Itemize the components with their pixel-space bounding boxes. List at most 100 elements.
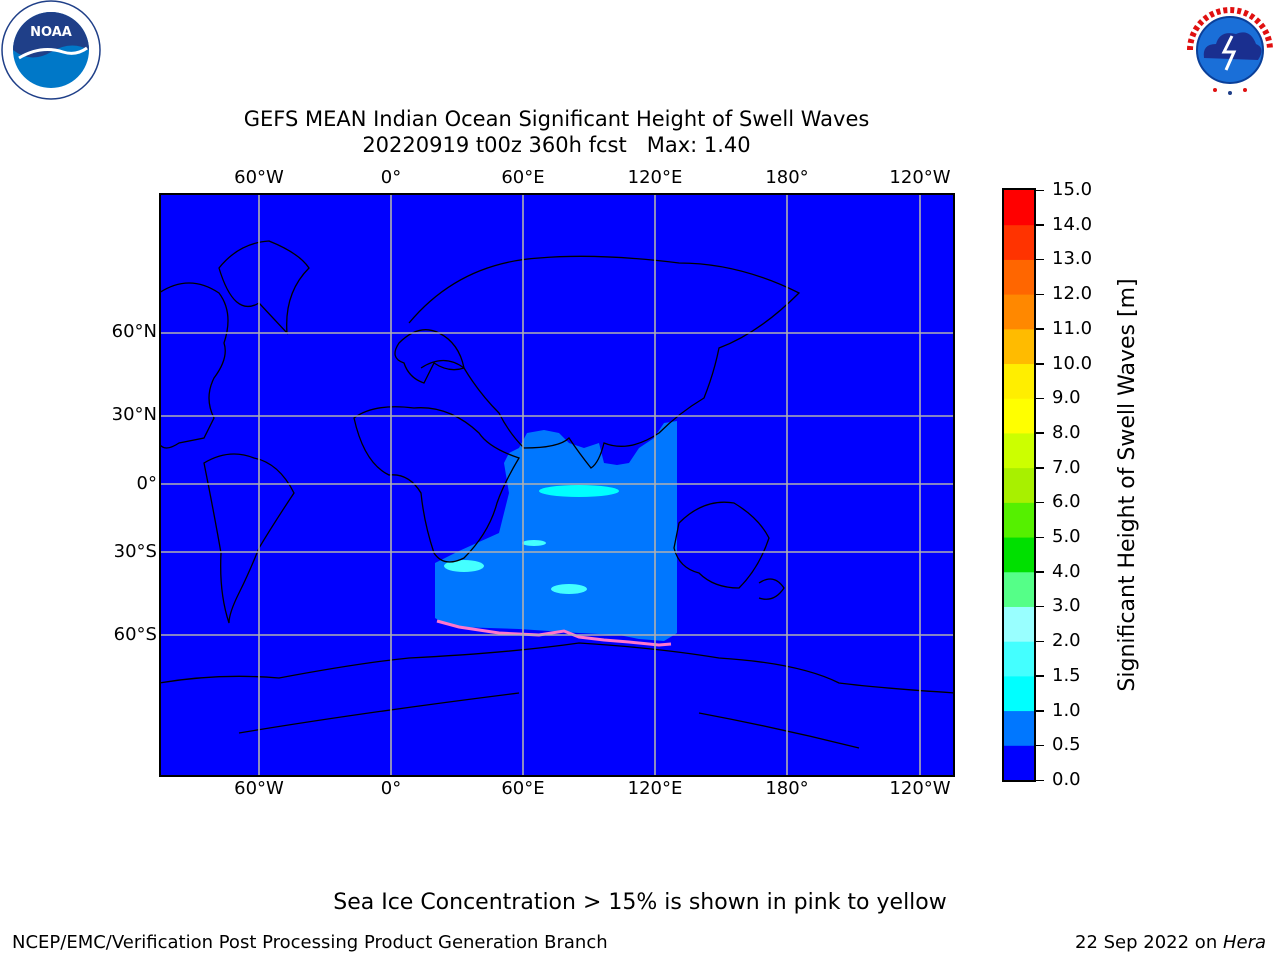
colorbar-tick-label: 5.0 [1052, 526, 1081, 548]
footer-right: 22 Sep 2022 on Hera [1075, 932, 1266, 953]
colorbar-tick-label: 0.0 [1052, 769, 1081, 790]
colorbar-tick-mark [1036, 744, 1044, 747]
lon-tick-top-60e: 60°E [501, 167, 545, 188]
lat-tick-0: 0° [136, 473, 157, 494]
lon-tick-top-120w: 120°W [889, 167, 951, 188]
colorbar-tick-label: 10.0 [1052, 352, 1093, 374]
lon-tick-bottom-60e: 60°E [501, 778, 545, 799]
europe-coast [394, 329, 465, 384]
colorbar-segment [1004, 571, 1034, 607]
lat-tick-30s: 30°S [113, 541, 157, 562]
colorbar-tick-mark [1036, 536, 1044, 539]
colorbar [1002, 188, 1036, 782]
lon-tick-bottom-120e: 120°E [627, 778, 683, 799]
map-plot [159, 193, 955, 777]
lon-tick-bottom-0: 0° [380, 778, 402, 799]
noaa-logo-text: NOAA [30, 25, 72, 40]
eurasia-coast [408, 255, 801, 469]
colorbar-segment [1004, 190, 1034, 226]
swell-patch-southwest [444, 560, 484, 572]
coastlines [159, 240, 955, 749]
colorbar-segment [1004, 224, 1034, 260]
colorbar-tick-label: 1.5 [1052, 664, 1081, 686]
colorbar-segment [1004, 537, 1034, 573]
africa-coast [353, 406, 520, 563]
colorbar-tick-label: 2.0 [1052, 630, 1081, 652]
lon-tick-top-60w: 60°W [234, 167, 284, 188]
chart-subtitle: 20220919 t00z 360h fcst Max: 1.40 [362, 133, 751, 157]
colorbar-tick-mark [1036, 189, 1044, 191]
colorbar-tick-mark [1036, 363, 1044, 365]
colorbar-frame [1002, 188, 1036, 782]
footer-left: NCEP/EMC/Verification Post Processing Pr… [12, 932, 608, 953]
colorbar-tick-label: 7.0 [1052, 456, 1081, 478]
lon-tick-bottom-60w: 60°W [234, 778, 284, 799]
colorbar-tick-mark [1036, 571, 1044, 573]
colorbar-tick-label: 8.0 [1052, 421, 1081, 443]
sea-ice-edge [436, 619, 672, 647]
sea-ice-note: Sea Ice Concentration > 15% is shown in … [333, 890, 947, 915]
colorbar-tick-label: 4.0 [1052, 560, 1081, 582]
colorbar-tick-label: 15.0 [1052, 179, 1093, 200]
colorbar-segment [1004, 675, 1034, 712]
colorbar-tick-label: 1.0 [1052, 699, 1081, 721]
colorbar-segment [1004, 398, 1034, 434]
colorbar-tick-mark [1036, 467, 1044, 469]
colorbar-segment [1004, 606, 1034, 642]
colorbar-segment [1004, 432, 1034, 469]
colorbar-tick-label: 14.0 [1052, 213, 1093, 235]
lon-tick-bottom-180: 180° [765, 778, 809, 799]
lon-tick-top-0: 0° [380, 167, 402, 188]
chart-title: GEFS MEAN Indian Ocean Significant Heigh… [243, 107, 870, 131]
lat-tick-30n: 30°N [111, 404, 157, 425]
footer-date: 22 Sep 2022 on [1075, 932, 1223, 953]
colorbar-tick-mark [1036, 432, 1044, 434]
colorbar-segment [1004, 502, 1034, 538]
colorbar-segment [1004, 294, 1034, 330]
lon-tick-bottom-120w: 120°W [889, 778, 951, 799]
footer-host: Hera [1222, 932, 1266, 953]
lat-tick-60n: 60°N [111, 321, 157, 342]
new-zealand-coast [758, 578, 785, 600]
colorbar-segment [1004, 259, 1034, 295]
lon-tick-top-120e: 120°E [627, 167, 683, 188]
colorbar-tick-label: 3.0 [1052, 595, 1081, 617]
colorbar-tick-mark [1036, 779, 1044, 781]
colorbar-tick-mark [1036, 397, 1044, 400]
colorbar-tick-mark [1036, 640, 1044, 643]
colorbar-tick-mark [1036, 501, 1044, 504]
gridlines [159, 193, 955, 777]
colorbar-segment [1004, 745, 1034, 781]
greenland-coast [218, 240, 310, 335]
swell-patch-equator [539, 485, 619, 497]
lon-tick-top-180: 180° [765, 167, 809, 188]
colorbar-segment [1004, 328, 1034, 365]
colorbar-segment [1004, 467, 1034, 503]
colorbar-tick-label: 11.0 [1052, 317, 1093, 339]
colorbar-segment [1004, 710, 1034, 746]
colorbar-segment [1004, 363, 1034, 399]
colorbar-tick-mark [1036, 328, 1044, 330]
map-frame [159, 193, 955, 777]
colorbar-tick-mark [1036, 605, 1044, 608]
australia-coast [673, 501, 770, 589]
colorbar-tick-label: 0.5 [1052, 734, 1081, 756]
north-america-east-coast [159, 282, 229, 449]
south-america-coast [203, 453, 295, 624]
colorbar-segment [1004, 641, 1034, 677]
colorbar-tick-mark [1036, 293, 1044, 296]
nws-logo [1182, 2, 1278, 98]
swell-field [435, 421, 677, 647]
colorbar-label: Significant Height of Swell Waves [m] [1115, 278, 1140, 692]
colorbar-tick-label: 13.0 [1052, 248, 1093, 270]
noaa-logo: NOAA [1, 0, 101, 100]
colorbar-tick-label: 6.0 [1052, 491, 1081, 513]
swell-patch-south [522, 540, 546, 546]
swell-region-0.5-1.0 [435, 421, 677, 641]
colorbar-tick-label: 12.0 [1052, 283, 1093, 305]
colorbar-tick-label: 9.0 [1052, 387, 1081, 409]
colorbar-tick-mark [1036, 224, 1044, 226]
antarctica-coast [159, 642, 955, 749]
colorbar-tick-mark [1036, 258, 1044, 261]
colorbar-tick-mark [1036, 675, 1044, 677]
